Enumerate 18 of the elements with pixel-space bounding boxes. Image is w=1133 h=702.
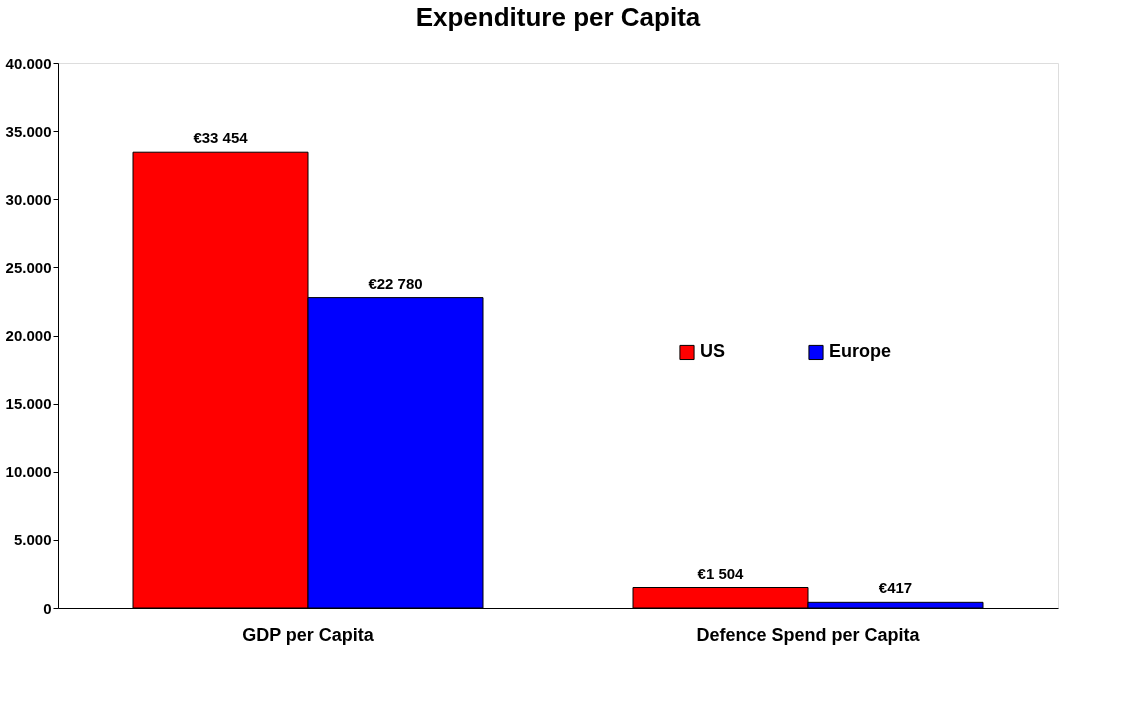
legend-label: US [700, 341, 726, 362]
y-tick-label: 35.000 [5, 122, 52, 140]
y-tick-label: 0 [43, 599, 52, 617]
x-tick-label: GDP per Capita [242, 624, 375, 645]
y-tick-label: 10.000 [5, 463, 52, 481]
chart-title: Expenditure per Capita [415, 2, 701, 32]
legend-label: Europe [829, 341, 892, 362]
data-label: €1 504 [697, 564, 745, 582]
y-tick-label: 15.000 [5, 395, 52, 413]
y-tick-label: 30.000 [5, 190, 52, 208]
data-label: €22 780 [368, 274, 423, 292]
data-label: €417 [878, 579, 913, 597]
y-tick-label: 25.000 [5, 258, 52, 276]
y-tick-label: 40.000 [5, 54, 52, 72]
y-tick-label: 5.000 [13, 531, 52, 549]
x-tick-label: Defence Spend per Capita [696, 624, 921, 645]
data-label: €33 454 [193, 129, 249, 147]
y-tick-label: 20.000 [5, 327, 52, 344]
